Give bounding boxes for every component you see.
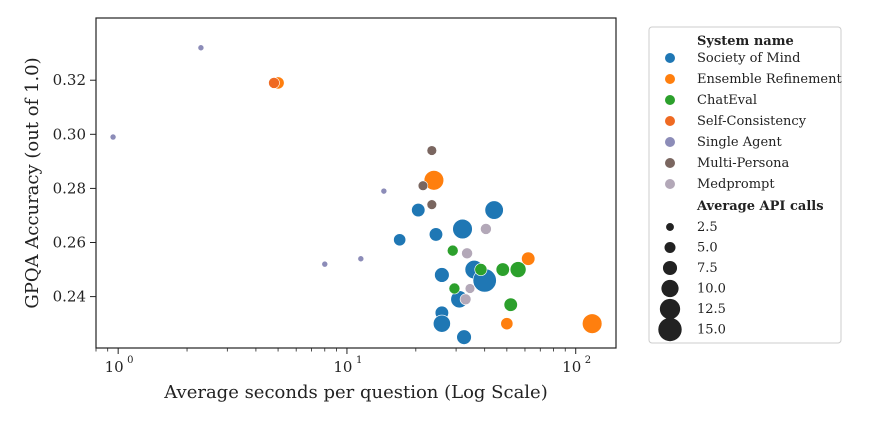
data-point-chateval-3	[495, 262, 510, 277]
data-point-medprompt-1	[464, 283, 476, 294]
x-axis: 10 0 10 1 10 2	[95, 348, 591, 376]
legend-size-label-5: 15.0	[697, 323, 726, 338]
legend-size-marker-0	[666, 223, 674, 231]
data-point-medprompt-2	[459, 293, 472, 306]
legend-frame	[648, 26, 842, 344]
data-point-ensemble-refinement-1	[423, 170, 445, 191]
data-point-single-agent-4	[380, 187, 388, 195]
legend-marker-1	[665, 74, 675, 84]
data-point-multi-persona-2	[426, 199, 438, 210]
legend-label-1: Ensemble Refinement	[697, 72, 842, 87]
legend: System name Society of Mind Ensemble Refi…	[648, 26, 842, 344]
data-point-society-of-mind-11	[484, 200, 504, 220]
legend-marker-0	[665, 53, 675, 63]
y-tick-label-4: 0.32	[53, 71, 86, 89]
y-tick-label-1: 0.26	[53, 234, 86, 252]
data-point-society-of-mind-7	[452, 218, 473, 240]
data-point-chateval-2	[474, 263, 488, 276]
data-point-medprompt-3	[480, 223, 492, 235]
x-tick-label-exp-0: 0	[127, 355, 133, 366]
data-point-single-agent-1	[197, 44, 205, 52]
legend-size-marker-4	[659, 298, 681, 320]
legend-marker-6	[665, 179, 675, 189]
legend-size-label-1: 5.0	[697, 241, 718, 256]
x-tick-label-0: 10	[105, 358, 124, 376]
data-point-society-of-mind-5	[432, 314, 451, 333]
legend-size-marker-2	[662, 260, 678, 276]
data-point-single-agent-2	[321, 260, 329, 268]
legend-label-6: Medprompt	[697, 177, 775, 192]
plot-frame	[95, 17, 617, 349]
data-point-society-of-mind-8	[456, 329, 472, 345]
y-axis: 0.24 0.26 0.28 0.30 0.32	[53, 71, 96, 306]
legend-size-title: Average API calls	[696, 199, 824, 214]
legend-label-2: ChatEval	[697, 93, 757, 108]
legend-size-label-0: 2.5	[697, 220, 718, 235]
data-point-chateval-5	[509, 261, 527, 278]
legend-label-0: Society of Mind	[697, 51, 801, 66]
data-point-single-agent-0	[109, 133, 117, 141]
legend-size-label-4: 12.5	[697, 302, 726, 317]
legend-label-3: Self-Consistency	[697, 114, 807, 129]
legend-size-label-3: 10.0	[697, 282, 726, 297]
data-point-society-of-mind-1	[411, 203, 426, 218]
legend-size-marker-5	[658, 317, 682, 342]
data-point-ensemble-refinement-3	[521, 251, 536, 266]
y-tick-label-0: 0.24	[53, 288, 86, 306]
legend-marker-2	[665, 95, 675, 105]
legend-size-label-2: 7.5	[697, 261, 718, 276]
x-tick-label-exp-1: 1	[356, 355, 362, 366]
data-point-society-of-mind-2	[428, 227, 444, 242]
legend-title: System name	[697, 34, 794, 49]
legend-series-entries: Society of Mind Ensemble Refinement ChatEv…	[665, 51, 842, 192]
legend-label-4: Single Agent	[697, 135, 783, 150]
data-point-multi-persona-1	[426, 145, 438, 156]
plot-area	[95, 17, 617, 349]
data-point-society-of-mind-0	[393, 233, 407, 247]
data-points	[109, 44, 603, 345]
data-point-multi-persona-0	[417, 180, 429, 191]
data-point-chateval-0	[446, 244, 459, 257]
data-point-medprompt-0	[461, 247, 473, 260]
data-point-self-consistency-0	[268, 77, 280, 89]
legend-size-entries: 2.5 5.0 7.5 10.0 12.5 15.0	[658, 220, 726, 342]
data-point-chateval-1	[448, 282, 461, 295]
legend-label-5: Multi-Persona	[697, 156, 790, 171]
data-point-ensemble-refinement-4	[582, 313, 603, 334]
legend-marker-5	[665, 158, 675, 168]
y-tick-label-2: 0.28	[53, 179, 86, 197]
x-tick-label-1: 10	[333, 358, 352, 376]
x-tick-label-exp-2: 2	[585, 355, 591, 366]
data-point-ensemble-refinement-2	[500, 317, 514, 331]
y-tick-label-3: 0.30	[53, 125, 86, 143]
x-tick-label-2: 10	[562, 358, 581, 376]
data-point-society-of-mind-3	[434, 267, 450, 283]
legend-marker-3	[665, 116, 675, 126]
legend-size-marker-1	[664, 242, 676, 253]
x-axis-title: Average seconds per question (Log Scale)	[163, 382, 547, 403]
legend-size-marker-3	[661, 279, 679, 298]
data-point-single-agent-3	[357, 255, 365, 263]
data-point-chateval-4	[503, 297, 518, 312]
y-axis-title: GPQA Accuracy (out of 1.0)	[22, 57, 43, 308]
legend-marker-4	[665, 137, 675, 147]
